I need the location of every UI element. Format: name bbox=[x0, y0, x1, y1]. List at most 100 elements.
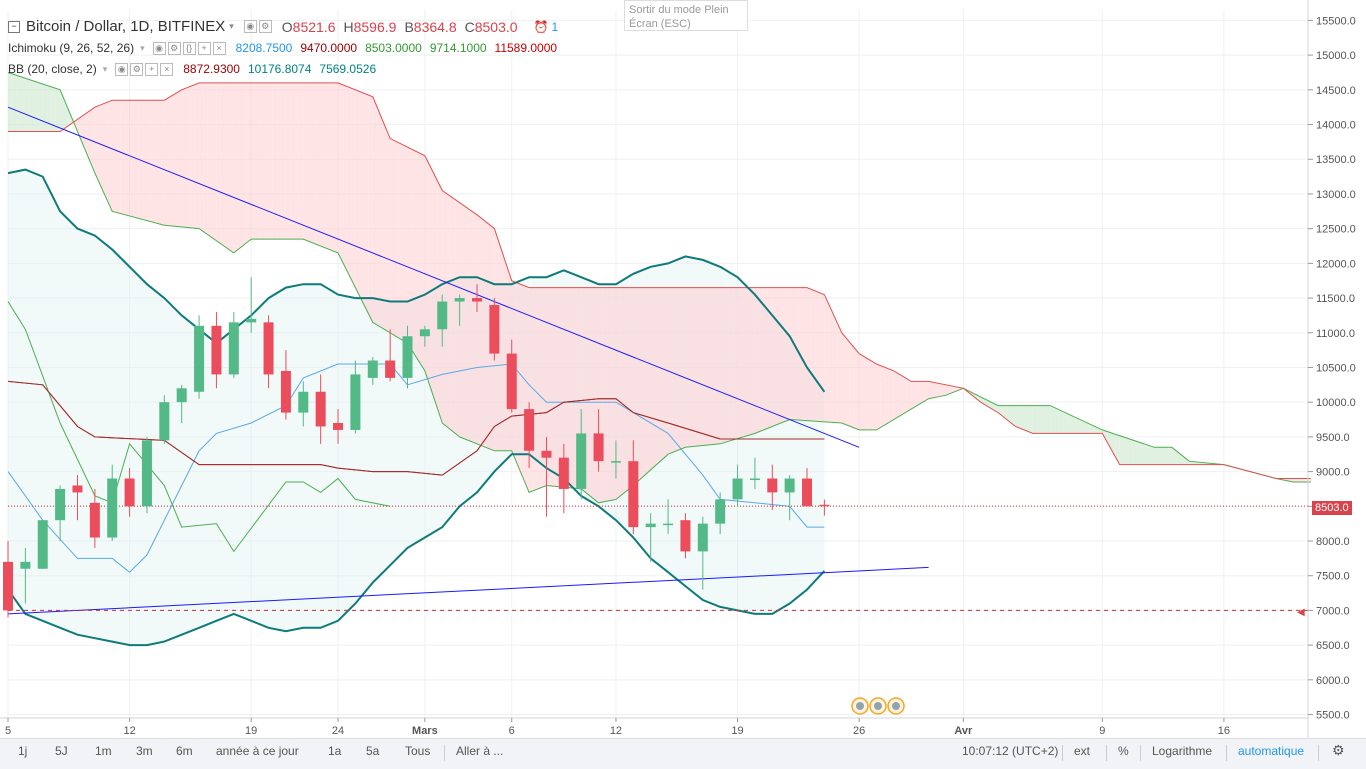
candle-body bbox=[524, 409, 534, 451]
range-ytd[interactable]: année à ce jour bbox=[216, 744, 299, 758]
cloud-fill-bearish bbox=[785, 288, 789, 422]
settings-icon[interactable]: ⚙ bbox=[130, 63, 143, 76]
ichimoku-legend: Ichimoku (9, 26, 52, 26) ▾ ◉ ⚙ {} + × 82… bbox=[8, 41, 557, 55]
cloud-fill-bullish bbox=[38, 83, 42, 132]
bb-upper-value: 10176.8074 bbox=[248, 62, 311, 76]
ichimoku-kijun: 9470.0000 bbox=[300, 41, 357, 55]
cloud-fill-bullish bbox=[1037, 406, 1041, 434]
cloud-fill-bearish bbox=[429, 164, 433, 397]
range-6m[interactable]: 6m bbox=[176, 744, 193, 758]
percent-toggle[interactable]: % bbox=[1118, 744, 1129, 758]
close-label: C bbox=[465, 19, 475, 35]
range-5d[interactable]: 5J bbox=[55, 744, 68, 758]
cloud-fill-bearish bbox=[299, 83, 303, 239]
range-1d[interactable]: 1j bbox=[18, 744, 27, 758]
ichimoku-tenkan: 8208.7500 bbox=[236, 41, 293, 55]
close-icon[interactable]: × bbox=[213, 42, 226, 55]
cloud-fill-bearish bbox=[477, 215, 481, 446]
chevron-down-icon[interactable]: ▾ bbox=[229, 21, 234, 32]
cloud-fill-bearish bbox=[225, 83, 229, 250]
add-icon[interactable]: + bbox=[198, 42, 211, 55]
high-value: 8596.9 bbox=[354, 19, 397, 35]
cloud-fill-bearish bbox=[1293, 479, 1297, 483]
ext-toggle[interactable]: ext bbox=[1074, 744, 1090, 758]
ichimoku-label[interactable]: Ichimoku (9, 26, 52, 26) bbox=[8, 41, 134, 55]
collapse-toggle-icon[interactable]: − bbox=[8, 21, 20, 33]
candle-body bbox=[489, 305, 499, 354]
divider bbox=[1106, 745, 1107, 761]
cloud-fill-bearish bbox=[937, 383, 941, 397]
cloud-fill-bearish bbox=[646, 288, 650, 474]
cloud-fill-bearish bbox=[143, 100, 147, 220]
log-toggle[interactable]: Logarithme bbox=[1152, 744, 1212, 758]
cloud-fill-bearish bbox=[247, 83, 251, 243]
candle-body bbox=[455, 298, 465, 301]
cloud-fill-bearish bbox=[377, 107, 381, 327]
format-icon[interactable]: {} bbox=[183, 42, 196, 55]
cloud-fill-bullish bbox=[1042, 406, 1046, 434]
chevron-down-icon[interactable]: ▾ bbox=[140, 43, 145, 54]
range-all[interactable]: Tous bbox=[405, 744, 430, 758]
cloud-fill-bearish bbox=[555, 288, 559, 487]
candle-body bbox=[628, 461, 638, 527]
time-tick-label: 26 bbox=[853, 725, 865, 737]
candle-body bbox=[785, 479, 795, 493]
cloud-fill-bearish bbox=[216, 83, 220, 244]
alert-marker-icon[interactable]: ◀ bbox=[1297, 607, 1305, 618]
tooltip-line-2: Écran (ESC) bbox=[629, 17, 743, 31]
auto-toggle[interactable]: automatique bbox=[1238, 744, 1304, 758]
range-3m[interactable]: 3m bbox=[136, 744, 153, 758]
settings-icon[interactable]: ⚙ bbox=[259, 20, 272, 33]
price-tick-label: 10500.0 bbox=[1316, 362, 1356, 374]
add-icon[interactable]: + bbox=[145, 63, 158, 76]
bb-label[interactable]: BB (20, close, 2) bbox=[8, 62, 97, 76]
candle-body bbox=[229, 322, 239, 374]
cloud-fill-bearish bbox=[794, 288, 798, 421]
cloud-fill-bearish bbox=[807, 288, 811, 421]
cloud-fill-bearish bbox=[412, 149, 416, 357]
cloud-fill-bearish bbox=[473, 212, 477, 444]
candle-body bbox=[733, 479, 743, 500]
clock-time[interactable]: 10:07:12 (UTC+2) bbox=[962, 744, 1058, 758]
cloud-fill-bearish bbox=[199, 83, 203, 232]
time-tick-label: 16 bbox=[1218, 725, 1230, 737]
cloud-fill-bearish bbox=[803, 288, 807, 421]
alert-count[interactable]: 1 bbox=[552, 20, 559, 34]
alarm-icon[interactable]: ⏰ bbox=[534, 20, 549, 34]
candle-body bbox=[159, 402, 169, 440]
cloud-fill-bearish bbox=[177, 90, 181, 227]
cloud-fill-bullish bbox=[1020, 406, 1024, 430]
range-1m[interactable]: 1m bbox=[95, 744, 112, 758]
cloud-fill-bearish bbox=[781, 288, 785, 423]
candle-body bbox=[333, 423, 343, 430]
close-icon[interactable]: × bbox=[160, 63, 173, 76]
range-5y[interactable]: 5a bbox=[366, 744, 379, 758]
goto-date-button[interactable]: Aller à ... bbox=[456, 744, 503, 758]
cloud-fill-bearish bbox=[829, 304, 833, 422]
cloud-fill-bearish bbox=[390, 138, 394, 335]
cloud-fill-bearish bbox=[455, 200, 459, 437]
chevron-down-icon[interactable]: ▾ bbox=[103, 64, 108, 75]
symbol-title[interactable]: Bitcoin / Dollar, 1D, BITFINEX bbox=[26, 18, 225, 35]
candle-body bbox=[420, 329, 430, 336]
cloud-fill-bullish bbox=[1137, 442, 1141, 465]
cloud-fill-bearish bbox=[203, 83, 207, 235]
candle-body bbox=[576, 433, 586, 489]
range-1y[interactable]: 1a bbox=[328, 744, 341, 758]
bb-lower-value: 7569.0526 bbox=[319, 62, 376, 76]
cloud-fill-bullish bbox=[1146, 444, 1150, 464]
cloud-fill-bearish bbox=[877, 364, 881, 430]
settings-icon[interactable]: ⚙ bbox=[1332, 742, 1345, 759]
cloud-fill-bearish bbox=[842, 333, 846, 425]
settings-icon[interactable]: ⚙ bbox=[168, 42, 181, 55]
cloud-fill-bearish bbox=[1306, 479, 1310, 483]
time-tick-label: Mars bbox=[412, 725, 438, 737]
candle-body bbox=[715, 499, 725, 523]
cloud-fill-bearish bbox=[99, 104, 103, 193]
eye-icon[interactable]: ◉ bbox=[153, 42, 166, 55]
candle-body bbox=[646, 524, 656, 527]
cloud-fill-bearish bbox=[694, 288, 698, 447]
eye-icon[interactable]: ◉ bbox=[244, 20, 257, 33]
eye-icon[interactable]: ◉ bbox=[115, 63, 128, 76]
